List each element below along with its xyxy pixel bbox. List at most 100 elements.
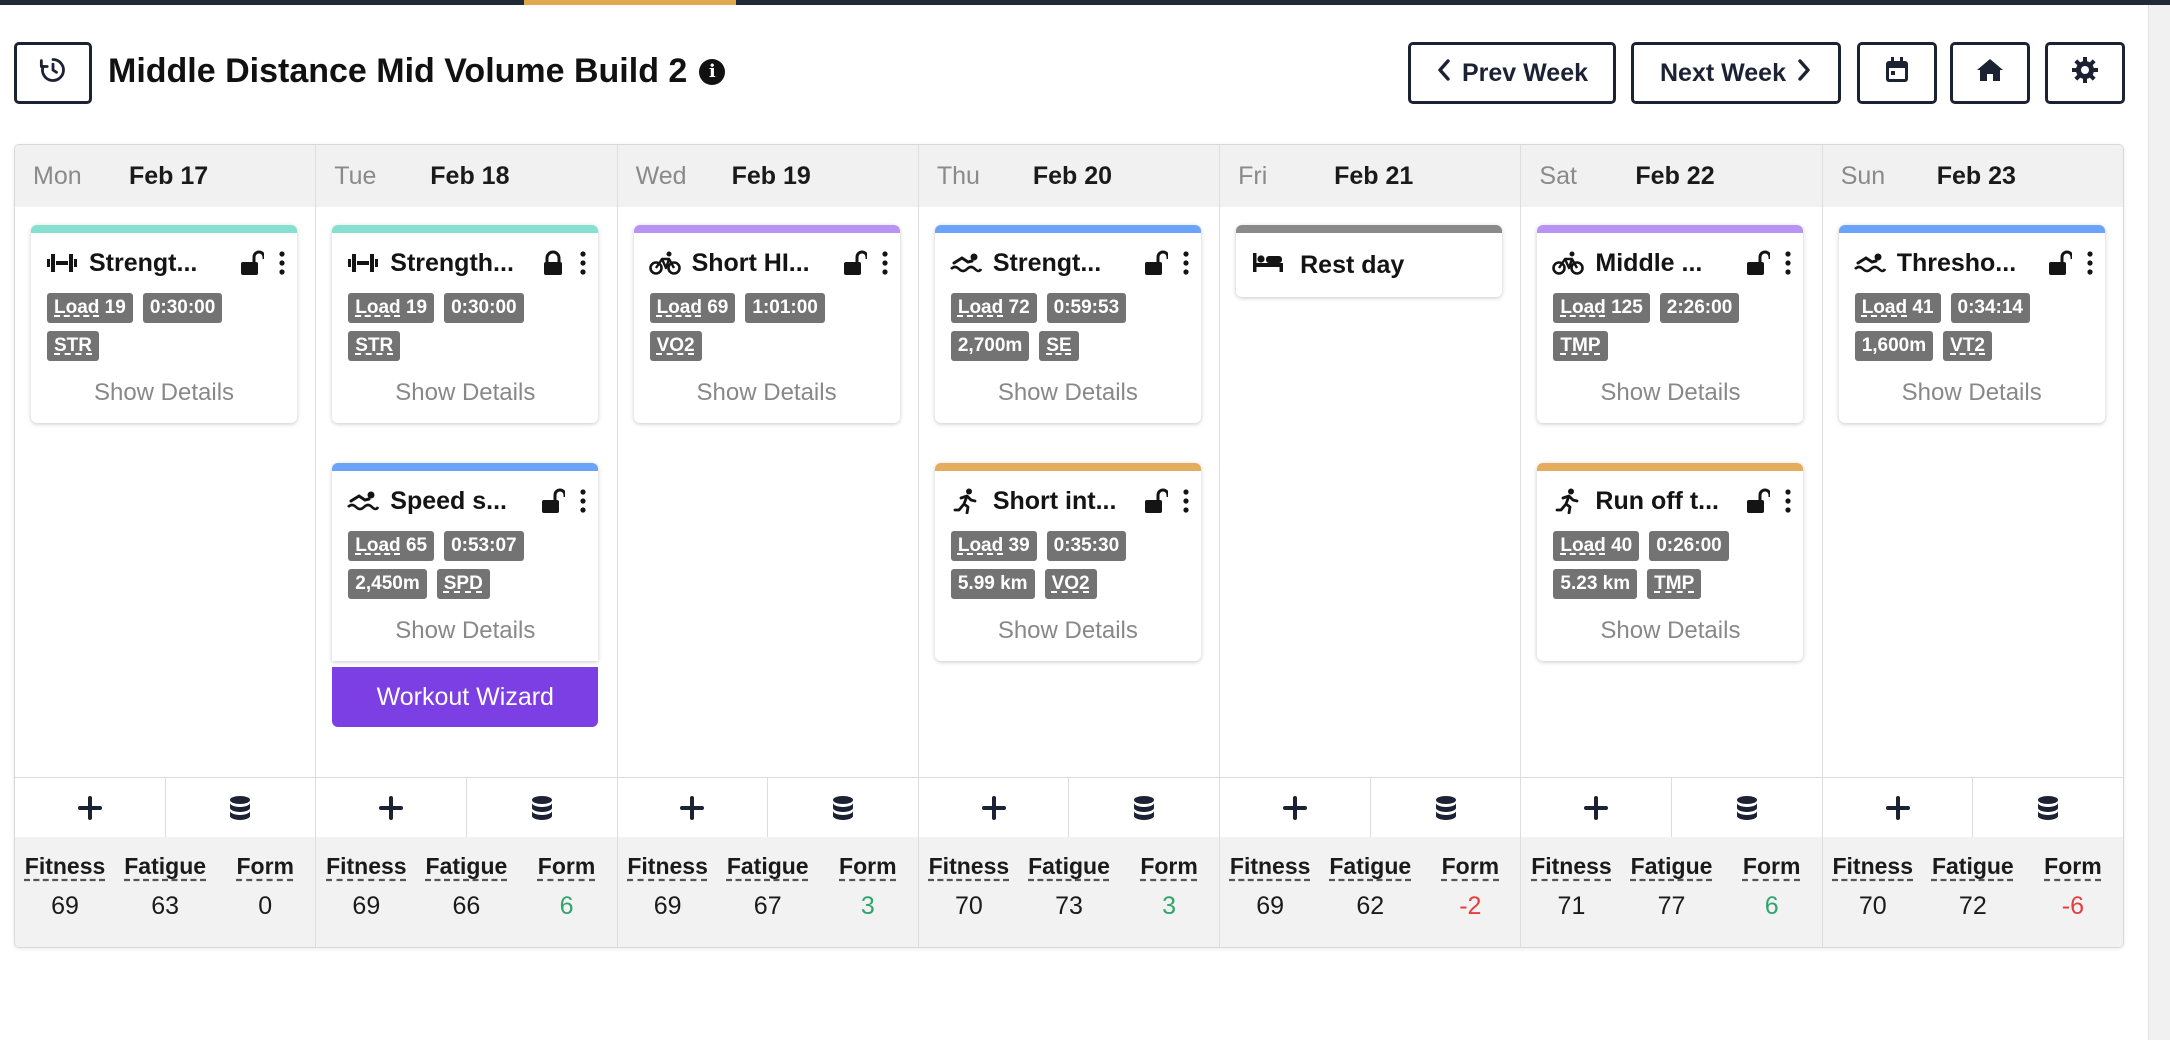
fatigue-label: Fatigue [726, 853, 809, 879]
day-column-wed: Wed Feb 19 Short HI... Load 69 1:01:00 V… [617, 145, 919, 947]
unlock-icon[interactable] [1745, 249, 1771, 277]
unlock-icon[interactable] [1143, 249, 1169, 277]
unlock-icon[interactable] [239, 249, 265, 277]
workout-title: Run off t... [1595, 486, 1719, 515]
show-details-link[interactable]: Show Details [696, 379, 837, 406]
unlock-icon[interactable] [2047, 249, 2073, 277]
add-workout-button[interactable] [618, 778, 768, 838]
chevron-left-icon [1436, 58, 1452, 88]
form-label: Form [1742, 853, 1801, 879]
workout-title: Strengt... [89, 248, 198, 277]
prev-week-button[interactable]: Prev Week [1408, 42, 1616, 104]
distance-badge: 5.99 km [950, 569, 1035, 599]
scrollbar-track[interactable] [2148, 5, 2170, 1040]
database-icon [1134, 796, 1155, 820]
workout-card[interactable]: Short HI... Load 69 1:01:00 VO2 Show Det… [633, 225, 900, 423]
day-header: Thu Feb 20 [918, 145, 1220, 207]
home-button[interactable] [1950, 42, 2030, 104]
duration-badge: 0:35:30 [1046, 531, 1127, 561]
workout-card[interactable]: Middle ... Load 125 2:26:00 TMP Show Det… [1537, 225, 1804, 423]
day-header: Wed Feb 19 [617, 145, 918, 207]
calendar-button[interactable] [1857, 42, 1937, 104]
more-options-icon[interactable] [1179, 249, 1193, 277]
workout-library-button[interactable] [1369, 778, 1521, 838]
dumbbell-icon [45, 250, 79, 276]
workout-library-button[interactable] [465, 778, 617, 838]
info-icon[interactable]: i [699, 58, 726, 85]
distance-badge: 2,450m [348, 569, 427, 599]
workout-card[interactable]: Strengt... Load 19 0:30:00 STR Show Deta… [31, 225, 297, 423]
form-value: -2 [1459, 892, 1482, 920]
load-badge: Load 65 [348, 531, 435, 561]
fatigue-value: 72 [1958, 892, 1987, 920]
zone-badge: VO2 [649, 331, 702, 361]
fatigue-value: 67 [753, 892, 782, 920]
more-options-icon[interactable] [1179, 487, 1193, 515]
show-details-link[interactable]: Show Details [395, 617, 536, 644]
show-details-link[interactable]: Show Details [395, 379, 536, 406]
workout-card[interactable]: Thresho... Load 41 0:34:14 1,600m VT2 Sh… [1838, 225, 2105, 423]
show-details-link[interactable]: Show Details [93, 379, 235, 406]
unlock-icon[interactable] [1143, 487, 1169, 515]
workout-card[interactable]: Strength... Load 19 0:30:00 STR Show Det… [332, 225, 599, 423]
unlock-icon[interactable] [1745, 487, 1771, 515]
more-options-icon[interactable] [576, 249, 590, 277]
database-icon [531, 796, 552, 820]
show-details-link[interactable]: Show Details [997, 617, 1138, 644]
show-details-link[interactable]: Show Details [1600, 379, 1741, 406]
zone-badge: VT2 [1943, 331, 1992, 361]
form-label: Form [1441, 853, 1500, 879]
show-details-link[interactable]: Show Details [1600, 617, 1741, 644]
unlock-icon[interactable] [540, 487, 566, 515]
next-week-button[interactable]: Next Week [1631, 42, 1841, 104]
workout-library-button[interactable] [1068, 778, 1219, 838]
database-icon [2038, 796, 2059, 820]
show-details-link[interactable]: Show Details [997, 379, 1138, 406]
fatigue-label: Fatigue [1329, 853, 1412, 879]
load-badge: Load 39 [950, 531, 1037, 561]
workout-card[interactable]: Strengt... Load 72 0:59:53 2,700m SE Sho… [934, 225, 1201, 423]
day-header: Sat Feb 22 [1521, 145, 1822, 207]
workout-title: Strength... [390, 248, 514, 277]
fitness-label: Fitness [1531, 853, 1612, 879]
top-bar [0, 0, 2170, 5]
fatigue-label: Fatigue [1028, 853, 1110, 879]
workout-library-button[interactable] [767, 778, 918, 838]
more-options-icon[interactable] [1781, 487, 1795, 515]
show-details-link[interactable]: Show Details [1901, 379, 2042, 406]
day-column-tue: Tue Feb 18 Strength... Load 19 0:30:00 S… [316, 145, 618, 947]
workout-wizard-button[interactable]: Workout Wizard [332, 667, 599, 727]
duration-badge: 0:53:07 [444, 531, 524, 561]
add-workout-button[interactable] [1823, 778, 1973, 838]
lock-icon[interactable] [540, 249, 566, 277]
prev-week-label: Prev Week [1461, 58, 1588, 87]
workout-library-button[interactable] [1972, 778, 2123, 838]
day-header: Sun Feb 23 [1822, 145, 2123, 207]
zone-badge: STR [348, 331, 401, 361]
load-badge: Load 125 [1553, 293, 1650, 323]
more-options-icon[interactable] [2083, 249, 2097, 277]
add-workout-button[interactable] [316, 778, 466, 838]
day-name: Wed [635, 161, 687, 190]
add-workout-button[interactable] [1521, 778, 1671, 838]
form-value: 0 [258, 892, 273, 920]
workout-card[interactable]: Speed s... Load 65 0:53:07 2,450m SPD Sh… [332, 463, 599, 661]
workout-library-button[interactable] [164, 778, 316, 838]
day-column-sun: Sun Feb 23 Thresho... Load 41 0:34:14 1,… [1822, 145, 2123, 947]
settings-button[interactable] [2045, 42, 2125, 104]
more-options-icon[interactable] [1781, 249, 1795, 277]
add-workout-button[interactable] [15, 778, 165, 838]
workout-library-button[interactable] [1671, 778, 1822, 838]
workout-card[interactable]: Short int... Load 39 0:35:30 5.99 km VO2… [934, 463, 1201, 661]
more-options-icon[interactable] [275, 249, 289, 277]
workout-title: Strengt... [992, 248, 1102, 277]
workout-card[interactable]: Run off t... Load 40 0:26:00 5.23 km TMP… [1537, 463, 1804, 661]
more-options-icon[interactable] [576, 487, 590, 515]
add-workout-button[interactable] [919, 778, 1069, 838]
history-button[interactable] [14, 42, 92, 104]
add-workout-button[interactable] [1220, 778, 1370, 838]
more-options-icon[interactable] [878, 249, 892, 277]
plus-icon [1282, 796, 1307, 820]
rest-day-card[interactable]: Rest day [1236, 225, 1503, 297]
unlock-icon[interactable] [842, 249, 868, 277]
